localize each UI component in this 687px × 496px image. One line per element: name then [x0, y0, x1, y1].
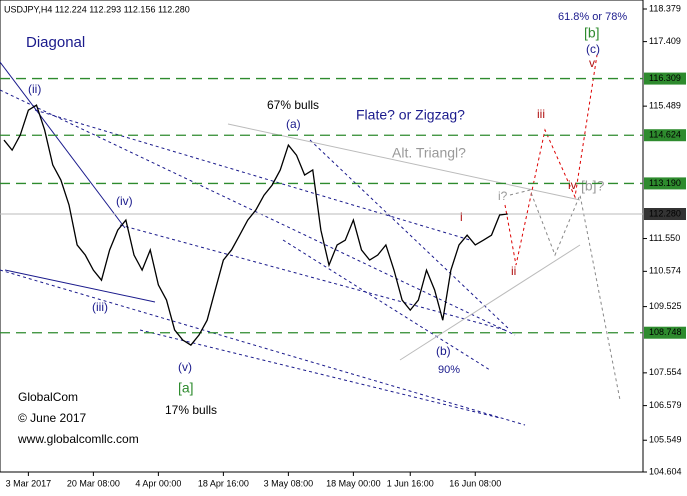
- annotation: Alt. Triangl?: [392, 145, 466, 161]
- annotation: i: [460, 210, 463, 224]
- annotation: v: [589, 56, 595, 70]
- watermark: GlobalCom: [18, 390, 78, 404]
- level-label: 114.624: [649, 130, 681, 140]
- current-price-label: 112.280: [649, 208, 681, 218]
- plot-frame: [0, 0, 644, 473]
- annotation: ii: [511, 264, 516, 278]
- y-tick-label: 111.550: [649, 233, 680, 243]
- annotation: (iv): [116, 194, 133, 208]
- y-tick-label: 118.379: [649, 3, 681, 13]
- price-line: [3, 104, 508, 346]
- level-box: [644, 129, 686, 142]
- annotation: Flate? or Zigzag?: [356, 107, 465, 123]
- x-tick-label: 18 Apr 16:00: [198, 478, 249, 488]
- annotation: 17% bulls: [165, 403, 217, 417]
- annotation: [a]: [178, 380, 194, 396]
- x-tick-label: 1 Jun 16:00: [387, 478, 434, 488]
- chart-title: USDJPY,H4 112.224 112.293 112.156 112.28…: [4, 4, 190, 14]
- x-tick-label: 16 Jun 08:00: [449, 478, 501, 488]
- level-box: [644, 177, 686, 190]
- y-tick-label: 117.409: [649, 36, 681, 46]
- current-price-box: [644, 208, 686, 221]
- x-tick-label: 3 May 08:00: [264, 478, 314, 488]
- y-tick-label: 105.549: [649, 435, 682, 445]
- annotation: [b]?: [581, 178, 605, 194]
- x-tick-label: 3 Mar 2017: [6, 478, 52, 488]
- level-box: [644, 72, 686, 85]
- annotation: (b): [436, 344, 451, 358]
- annotation: 67% bulls: [267, 98, 319, 112]
- y-tick-label: 115.489: [649, 101, 681, 111]
- annotation: (v): [178, 360, 192, 374]
- y-tick-label: 107.554: [649, 367, 682, 377]
- y-tick-label: 104.604: [649, 466, 682, 476]
- level-label: 108.748: [649, 327, 682, 337]
- annotation: (iii): [92, 300, 108, 314]
- level-label: 113.190: [649, 178, 681, 188]
- x-tick-label: 4 Apr 00:00: [135, 478, 181, 488]
- y-tick-label: 106.579: [649, 400, 682, 410]
- y-tick-label: 109.525: [649, 301, 682, 311]
- annotation: (c): [586, 42, 600, 56]
- watermark: © June 2017: [18, 411, 87, 425]
- y-tick-label: 110.574: [649, 266, 681, 276]
- level-label: 116.309: [649, 73, 681, 83]
- x-tick-label: 18 May 00:00: [326, 478, 381, 488]
- annotation: i?: [498, 189, 508, 203]
- level-box: [644, 326, 686, 339]
- annotation: iv: [568, 178, 577, 192]
- annotation: iii: [537, 107, 545, 121]
- trend-lines: [0, 54, 621, 426]
- annotation: [b]: [584, 25, 600, 41]
- annotation: 61.8% or 78%: [558, 11, 627, 23]
- x-tick-label: 20 Mar 08:00: [67, 478, 120, 488]
- annotation: (ii): [28, 82, 41, 96]
- annotation: Diagonal: [26, 34, 85, 51]
- annotation: 90%: [438, 364, 460, 376]
- watermark: www.globalcomllc.com: [17, 432, 139, 446]
- annotation: (a): [286, 117, 301, 131]
